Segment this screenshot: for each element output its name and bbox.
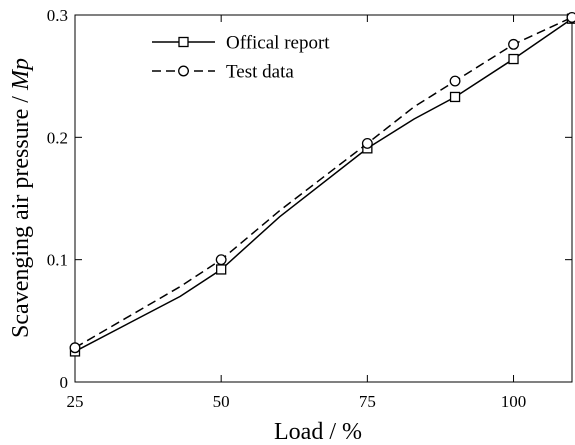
data-point-1-0 [69,342,81,354]
plot-frame [74,14,573,383]
y-tick-label-1: 0.1 [47,251,68,270]
x-tick-label-75: 75 [359,392,376,411]
y-axis-label-unit: Mp [8,58,34,91]
data-point-1-2 [361,137,373,149]
series-line-0 [74,18,573,353]
axis-tick-labels: 25 50 75 100 0 0.1 0.2 0.3 [47,6,527,411]
y-tick-label-3: 0.3 [47,6,68,25]
data-point-1-5 [566,11,575,23]
legend: Offical report Test data [152,33,330,83]
x-axis-label: Load / % [274,419,362,445]
data-point-1-1 [215,254,227,266]
data-point-0-4 [508,53,519,65]
data-point-1-3 [449,75,461,87]
y-axis-label: Scavenging air pressure / Mp [8,58,34,338]
y-axis-label-text: Scavenging air pressure / [8,90,34,338]
series-lines [74,16,573,353]
legend-marker-test-data [178,65,189,77]
legend-label-offical-report: Offical report [226,33,330,54]
y-tick-label-0: 0 [60,373,69,392]
x-tick-label-100: 100 [501,392,527,411]
data-point-0-1 [216,264,227,275]
data-point-0-3 [449,91,461,103]
legend-label-test-data: Test data [226,62,294,83]
x-tick-label-25: 25 [67,392,84,411]
data-point-1-4 [508,38,519,50]
x-tick-label-50: 50 [213,392,230,411]
series-markers [69,11,575,357]
y-tick-label-2: 0.2 [47,128,68,147]
legend-marker-offical-report [178,36,189,48]
